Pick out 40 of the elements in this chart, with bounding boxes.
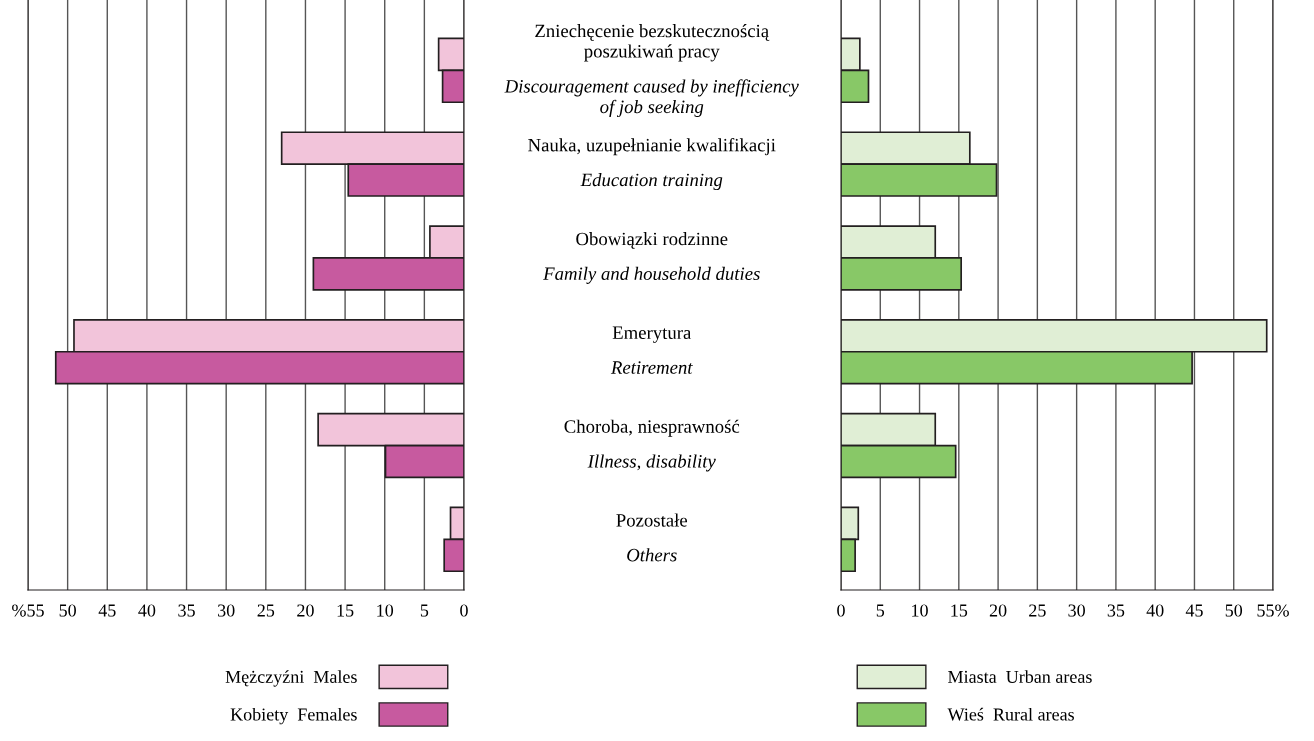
y-tick-label: Pozostałe — [616, 513, 688, 527]
y-tick-label: Zniechęcenie bezskutecznością poszukiwań pracy — [535, 24, 770, 62]
legend-label: Wieś Rural areas — [947, 707, 1074, 721]
x-tick-label: 10 — [912, 604, 928, 617]
x-tick-label: 35 — [178, 604, 195, 617]
x-tick-label: 5 — [420, 604, 429, 617]
x-tick-label: 50 — [1225, 604, 1243, 617]
y-tick-label: Obowiązki rodzinne — [576, 232, 728, 249]
x-tick-label: 5 — [876, 604, 885, 617]
y-tick-label: Discouragement caused by inefficiency of job seeking — [504, 79, 799, 117]
x-tick-label: 0 — [460, 604, 468, 617]
x-tick-label: %55 — [12, 604, 44, 617]
y-tick-label: Nauka, uzupełnianie kwalifikacji — [528, 138, 776, 156]
x-tick-label: 25 — [257, 604, 275, 617]
x-tick-label: 20 — [297, 604, 314, 617]
x-tick-label: 30 — [218, 604, 235, 617]
y-tick-label: Emerytura — [612, 326, 692, 343]
legend-label: Kobiety Females — [230, 707, 357, 725]
y-tick-label: Retirement — [610, 361, 693, 374]
x-tick-label: 40 — [138, 604, 156, 617]
y-tick-label: Choroba, niesprawność — [564, 419, 740, 437]
x-tick-label: 45 — [1185, 604, 1203, 617]
x-tick-label: 10 — [377, 604, 394, 617]
x-tick-label: 0 — [837, 604, 845, 617]
y-tick-label: Others — [627, 548, 677, 562]
x-tick-label: 50 — [59, 604, 76, 617]
y-tick-label: Illness, disability — [587, 454, 716, 472]
legend-label: Miasta Urban areas — [948, 670, 1092, 683]
x-tick-label: 35 — [1107, 604, 1125, 617]
y-tick-label: Education training — [580, 173, 723, 191]
x-tick-label: 30 — [1068, 604, 1085, 617]
x-tick-label: 15 — [951, 604, 968, 617]
legend-label: Mężczyźni Males — [225, 670, 357, 687]
y-tick-label: Family and household duties — [543, 266, 760, 284]
x-tick-label: 45 — [98, 604, 116, 617]
x-tick-label: 25 — [1029, 604, 1046, 617]
x-tick-label: 20 — [989, 604, 1007, 617]
x-tick-label: 40 — [1146, 604, 1164, 617]
x-tick-label: 15 — [337, 604, 354, 617]
x-tick-label: 55% — [1257, 604, 1289, 617]
